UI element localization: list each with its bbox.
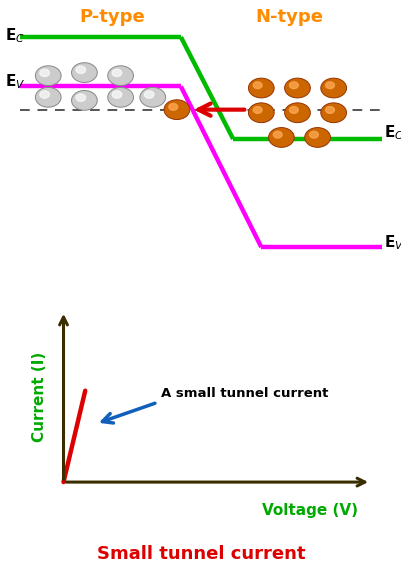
Text: Small tunnel current: Small tunnel current	[97, 546, 304, 563]
Text: E$_V$: E$_V$	[383, 233, 401, 252]
Circle shape	[253, 82, 261, 89]
Circle shape	[284, 103, 310, 122]
Circle shape	[164, 100, 189, 120]
Text: Voltage (V): Voltage (V)	[261, 503, 356, 518]
Circle shape	[320, 103, 346, 122]
Circle shape	[107, 88, 133, 107]
Circle shape	[71, 90, 97, 110]
Circle shape	[304, 128, 330, 148]
Circle shape	[168, 104, 177, 110]
Circle shape	[309, 132, 318, 138]
Circle shape	[248, 78, 273, 98]
Circle shape	[284, 78, 310, 98]
Circle shape	[253, 106, 261, 113]
Text: P-type: P-type	[79, 7, 145, 26]
Circle shape	[112, 91, 122, 98]
Circle shape	[320, 78, 346, 98]
Text: E$_C$: E$_C$	[383, 124, 401, 142]
Circle shape	[140, 88, 165, 107]
Circle shape	[35, 66, 61, 86]
Text: N-type: N-type	[255, 7, 323, 26]
Circle shape	[325, 106, 334, 113]
Text: Current (I): Current (I)	[32, 351, 47, 442]
Circle shape	[268, 128, 294, 148]
Circle shape	[112, 69, 122, 77]
Text: A small tunnel current: A small tunnel current	[161, 387, 328, 400]
Circle shape	[144, 91, 154, 98]
Circle shape	[76, 66, 85, 74]
Circle shape	[248, 103, 273, 122]
Circle shape	[40, 91, 49, 98]
Circle shape	[273, 132, 282, 138]
Circle shape	[35, 88, 61, 107]
Circle shape	[325, 82, 334, 89]
Circle shape	[76, 94, 85, 101]
Circle shape	[289, 82, 298, 89]
Circle shape	[71, 63, 97, 82]
Circle shape	[40, 69, 49, 77]
Text: E$_C$: E$_C$	[5, 26, 25, 45]
Text: E$_V$: E$_V$	[5, 73, 25, 91]
Circle shape	[107, 66, 133, 86]
Circle shape	[289, 106, 298, 113]
